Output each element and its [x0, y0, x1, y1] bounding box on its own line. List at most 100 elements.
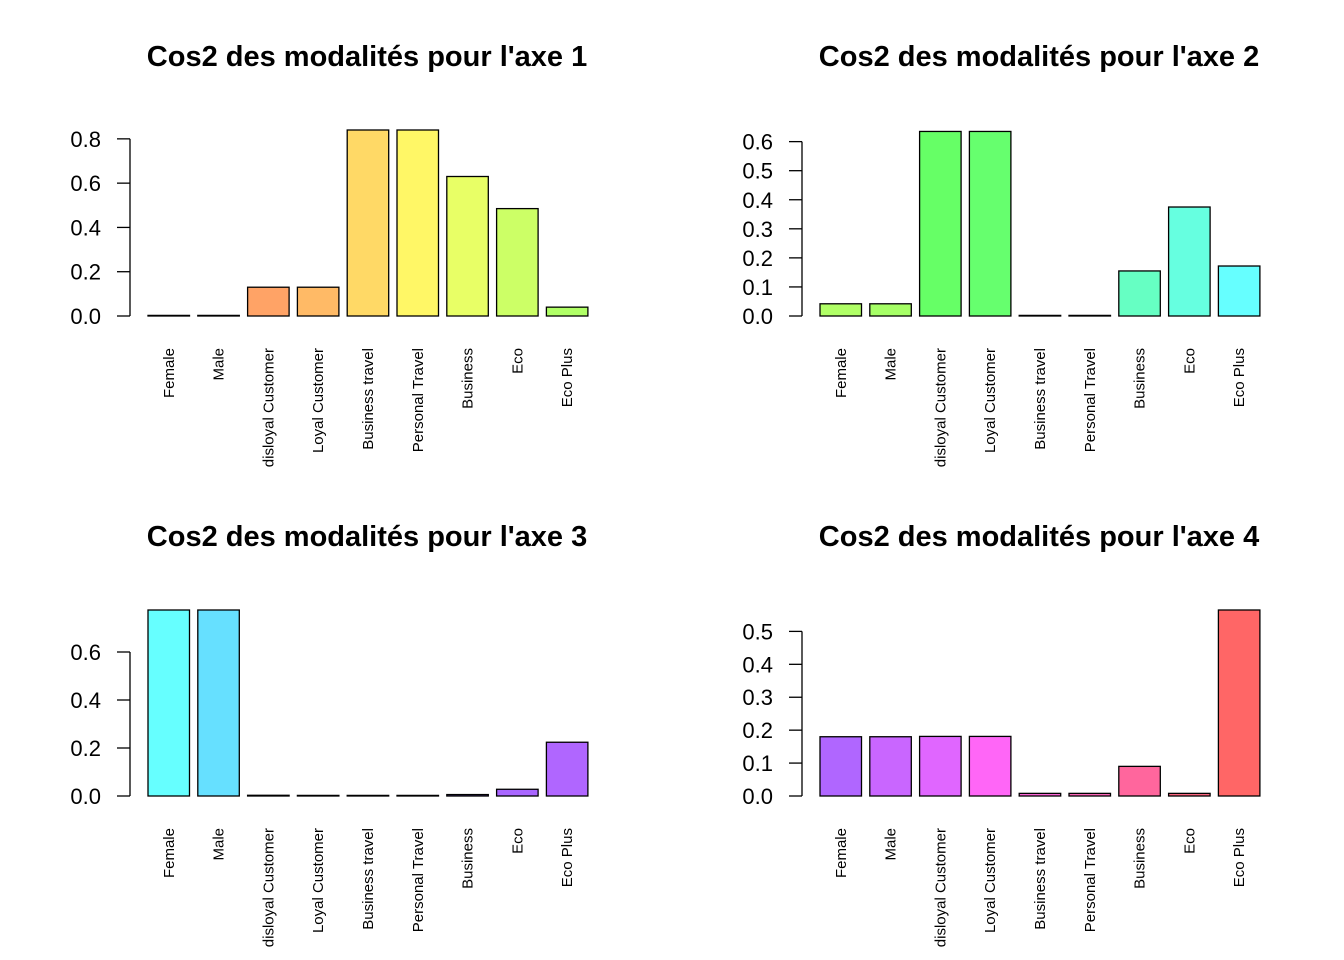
y-tick-label: 0.8 [70, 127, 101, 152]
category-label: Business [1132, 828, 1149, 889]
chart-title: Cos2 des modalités pour l'axe 1 [147, 41, 587, 73]
bar-male [197, 609, 240, 797]
y-tick-label: 0.1 [742, 275, 773, 300]
bar-business [446, 793, 489, 797]
bar-personal-travel [1068, 314, 1112, 317]
bar-business [1118, 270, 1161, 317]
category-label: Loyal Customer [310, 828, 327, 933]
bar-personal-travel [396, 129, 440, 317]
category-label: Male [883, 348, 900, 381]
category-label: Business [460, 828, 477, 889]
category-label: Female [161, 828, 178, 878]
bar-eco-plus [1217, 265, 1261, 317]
bar-loyal-customer [968, 130, 1012, 317]
bar-eco [495, 207, 539, 317]
bar-loyal-customer [296, 286, 340, 317]
y-tick-label: 0.6 [742, 130, 773, 155]
category-label: disloyal Customer [260, 348, 277, 467]
y-tick-label: 0.4 [70, 215, 101, 240]
category-label: Personal Travel [1082, 348, 1099, 452]
bar-eco-plus [545, 306, 589, 317]
bar-business [1118, 765, 1161, 797]
category-label: Business [1132, 348, 1149, 409]
y-tick-label: 0.5 [742, 159, 773, 184]
y-tick-label: 0.4 [70, 688, 101, 713]
bar-loyal-customer [968, 735, 1012, 797]
bar-eco-plus [545, 741, 589, 797]
chart-panel-3: Cos2 des modalités pour l'axe 3 0.0 0.2 0.4… [70, 521, 589, 947]
y-tick-label: 0.2 [70, 260, 101, 285]
chart-panel-2: Cos2 des modalités pour l'axe 2 0.0 0.1 0.2… [742, 41, 1261, 467]
category-label: Business travel [360, 348, 377, 450]
bar-male [197, 314, 240, 317]
category-label: Business travel [360, 828, 377, 930]
category-label: Male [211, 828, 228, 861]
y-tick-label: 0.3 [742, 217, 773, 242]
bar-eco-plus [1217, 609, 1261, 797]
category-label: Eco Plus [1231, 828, 1248, 887]
bar-business-travel [346, 129, 390, 317]
category-label: Loyal Customer [982, 828, 999, 933]
bar-male [869, 303, 912, 317]
y-tick-label: 0.5 [742, 619, 773, 644]
category-label: Business travel [1032, 348, 1049, 450]
category-label: Eco Plus [1231, 348, 1248, 407]
bar-personal-travel [396, 794, 440, 797]
y-tick-label: 0.0 [742, 784, 773, 809]
chart-title: Cos2 des modalités pour l'axe 4 [819, 521, 1259, 553]
bar-female [147, 609, 191, 797]
category-label: Eco [1181, 828, 1198, 854]
category-label: Personal Travel [410, 828, 427, 932]
bar-eco [495, 788, 539, 797]
y-tick-label: 0.0 [70, 784, 101, 809]
category-label: Eco Plus [559, 348, 576, 407]
bar-personal-travel [1068, 792, 1112, 797]
category-label: Business [460, 348, 477, 409]
category-label: Female [161, 348, 178, 398]
category-label: Personal Travel [410, 348, 427, 452]
y-tick-label: 0.4 [742, 652, 773, 677]
bar-eco [1167, 792, 1211, 797]
bar-business-travel [1018, 792, 1062, 797]
y-tick-label: 0.2 [742, 246, 773, 271]
bar-business [446, 175, 489, 317]
bar-disloyal-customer [918, 735, 962, 797]
bar-eco [1167, 206, 1211, 317]
category-label: Female [833, 348, 850, 398]
category-label: Loyal Customer [982, 348, 999, 453]
y-tick-label: 0.3 [742, 685, 773, 710]
chart-panel-4: Cos2 des modalités pour l'axe 4 0.0 0.1 0.2… [742, 521, 1261, 947]
bar-male [869, 736, 912, 797]
bar-disloyal-customer [918, 130, 962, 317]
category-label: Eco Plus [559, 828, 576, 887]
chart-title: Cos2 des modalités pour l'axe 2 [819, 41, 1259, 73]
bar-female [147, 314, 191, 317]
bar-disloyal-customer [246, 286, 290, 317]
y-tick-label: 0.2 [742, 718, 773, 743]
category-label: Male [211, 348, 228, 381]
y-tick-label: 0.4 [742, 188, 773, 213]
y-tick-label: 0.6 [70, 640, 101, 665]
category-label: disloyal Customer [932, 348, 949, 467]
category-label: Loyal Customer [310, 348, 327, 453]
chart-title: Cos2 des modalités pour l'axe 3 [147, 521, 587, 553]
y-tick-label: 0.1 [742, 751, 773, 776]
category-label: Female [833, 828, 850, 878]
bar-female [819, 736, 863, 797]
y-tick-label: 0.0 [742, 304, 773, 329]
y-tick-label: 0.2 [70, 736, 101, 761]
category-label: Eco [509, 828, 526, 854]
category-label: disloyal Customer [932, 828, 949, 947]
bar-disloyal-customer [246, 794, 290, 797]
bar-loyal-customer [296, 794, 340, 797]
category-label: Male [883, 828, 900, 861]
category-label: Eco [1181, 348, 1198, 374]
bar-female [819, 303, 863, 317]
category-label: disloyal Customer [260, 828, 277, 947]
chart-panel-1: Cos2 des modalités pour l'axe 1 0.0 0.2 0.4… [70, 41, 589, 467]
category-label: Business travel [1032, 828, 1049, 930]
bar-business-travel [346, 794, 390, 797]
y-tick-label: 0.0 [70, 304, 101, 329]
category-label: Personal Travel [1082, 828, 1099, 932]
